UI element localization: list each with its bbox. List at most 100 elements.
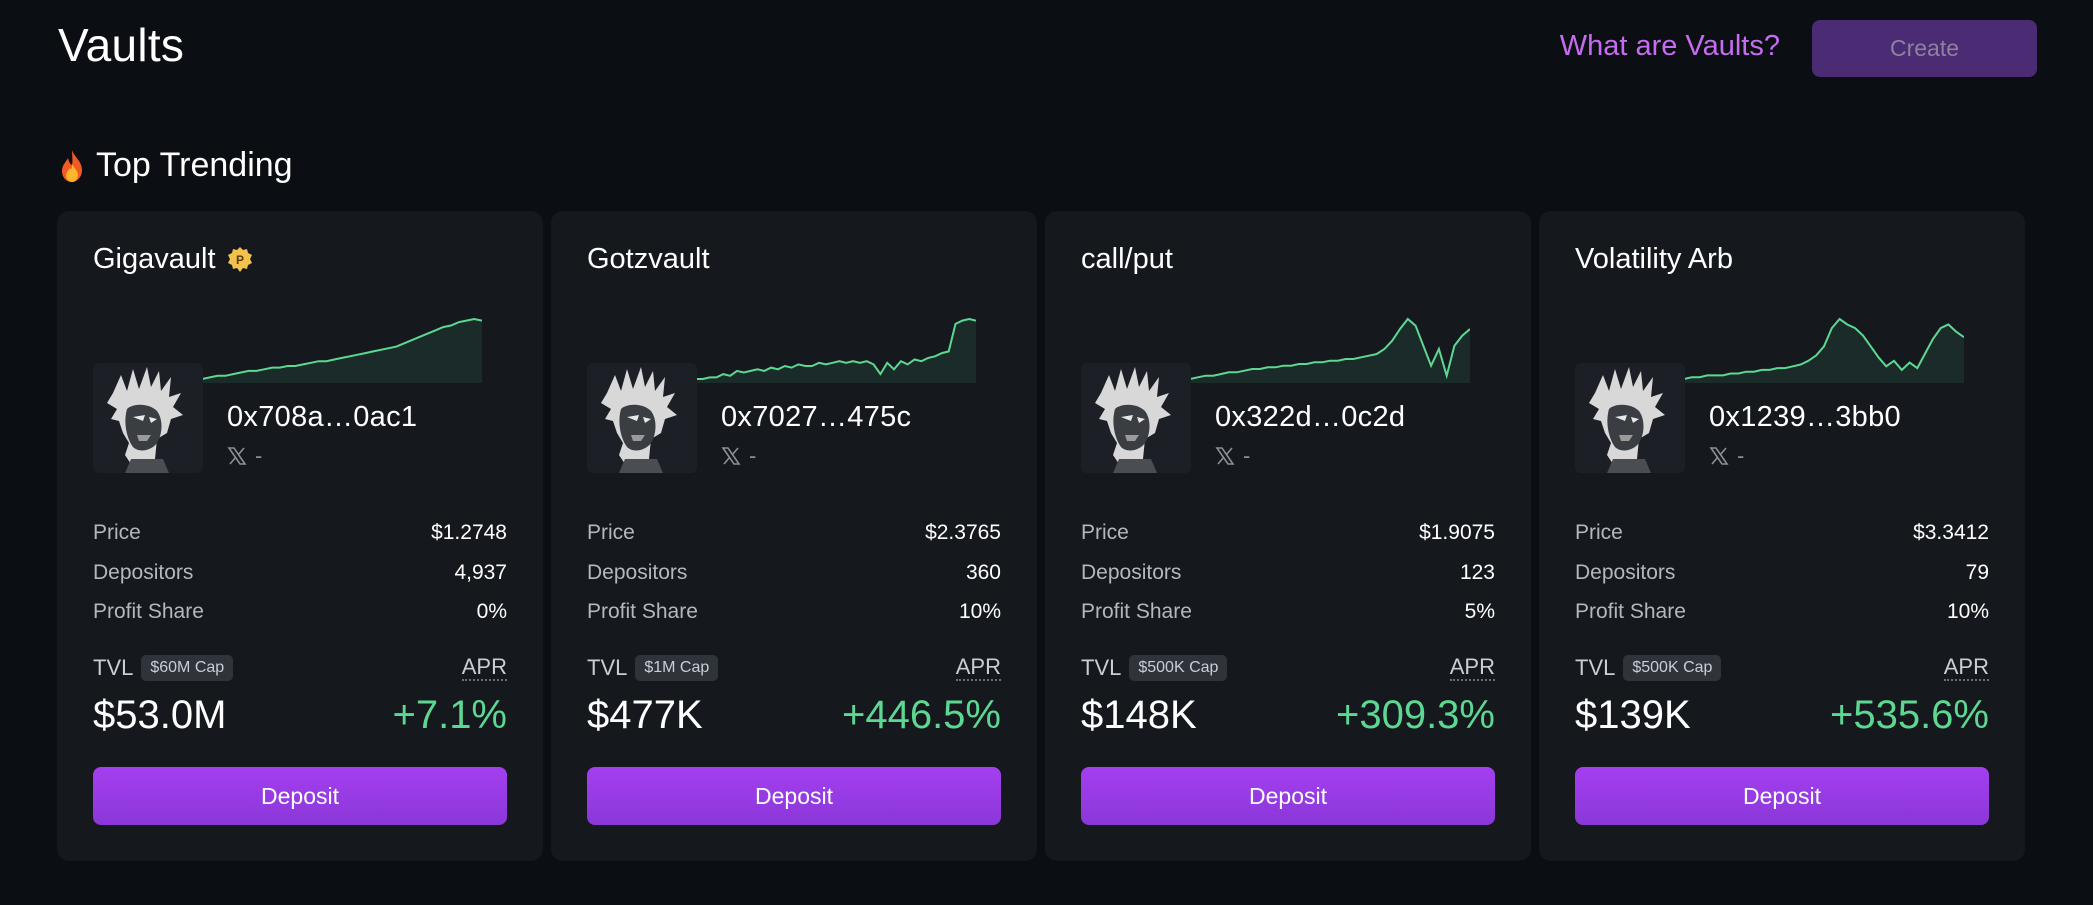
vault-name-label: call/put: [1081, 243, 1173, 275]
apr-value: +7.1%: [392, 693, 507, 737]
tvl-apr-values: $148K +309.3%: [1081, 693, 1495, 738]
price-sparkline: [202, 317, 482, 383]
depositors-value: 360: [965, 561, 1001, 584]
partner-badge-icon: P: [227, 246, 252, 272]
vault-name: Volatility Arb: [1575, 243, 1733, 276]
depositors-label: Depositors: [93, 561, 194, 584]
social-link[interactable]: -: [1709, 443, 1744, 469]
tvl-label-group: TVL $60M Cap: [93, 655, 234, 681]
depositors-value: 123: [1459, 561, 1495, 584]
price-row: Price $1.9075: [1081, 521, 1495, 545]
vault-card[interactable]: Gigavault P 0x708a…0ac1 - Price $1.2748 Deposi…: [57, 211, 543, 861]
price-row: Price $2.3765: [587, 521, 1001, 545]
cap-badge: $60M Cap: [141, 655, 234, 681]
tvl-label-group: TVL $500K Cap: [1081, 655, 1228, 681]
x-icon: [227, 447, 247, 465]
depositors-row: Depositors 4,937: [93, 561, 507, 585]
x-icon: [721, 447, 741, 465]
vault-name-label: Volatility Arb: [1575, 243, 1733, 275]
depositors-row: Depositors 79: [1575, 561, 1989, 585]
price-value: $2.3765: [925, 521, 1001, 544]
depositors-label: Depositors: [1575, 561, 1676, 584]
cap-badge: $1M Cap: [635, 655, 719, 681]
avatar: [1081, 363, 1191, 473]
tvl-header-row: TVL $60M Cap APR: [93, 655, 507, 681]
cap-badge: $500K Cap: [1623, 655, 1722, 681]
vault-card[interactable]: Volatility Arb 0x1239…3bb0 - Price $3.3412 De…: [1539, 211, 2025, 861]
tvl-value: $477K: [587, 693, 703, 737]
profit-share-value: 5%: [1464, 600, 1495, 623]
deposit-button[interactable]: Deposit: [93, 767, 507, 825]
tvl-header-row: TVL $1M Cap APR: [587, 655, 1001, 681]
social-handle: -: [1243, 443, 1251, 468]
tvl-value: $139K: [1575, 693, 1691, 737]
vault-card[interactable]: call/put 0x322d…0c2d - Price $1.9075 Deposito…: [1045, 211, 1531, 861]
tvl-header-row: TVL $500K Cap APR: [1081, 655, 1495, 681]
tvl-apr-values: $53.0M +7.1%: [93, 693, 507, 738]
tvl-apr-values: $139K +535.6%: [1575, 693, 1989, 738]
price-value: $1.2748: [431, 521, 507, 544]
page-title: Vaults: [58, 19, 185, 71]
social-link[interactable]: -: [227, 443, 262, 469]
avatar: [587, 363, 697, 473]
apr-label[interactable]: APR: [461, 654, 507, 681]
apr-label[interactable]: APR: [1943, 654, 1989, 681]
price-label: Price: [1575, 521, 1623, 544]
create-button[interactable]: Create: [1812, 20, 2037, 77]
profit-share-label: Profit Share: [93, 600, 204, 623]
vault-address[interactable]: 0x708a…0ac1: [227, 401, 418, 433]
profit-share-label: Profit Share: [587, 600, 698, 623]
profit-share-row: Profit Share 10%: [1575, 600, 1989, 624]
apr-label[interactable]: APR: [955, 654, 1001, 681]
profit-share-label: Profit Share: [1575, 600, 1686, 623]
price-row: Price $3.3412: [1575, 521, 1989, 545]
price-label: Price: [93, 521, 141, 544]
profit-share-value: 0%: [476, 600, 507, 623]
x-icon: [1709, 447, 1729, 465]
vault-name: Gigavault P: [93, 243, 254, 276]
depositors-row: Depositors 360: [587, 561, 1001, 585]
fire-icon: [62, 149, 82, 182]
vault-address[interactable]: 0x322d…0c2d: [1215, 401, 1406, 433]
price-sparkline: [1190, 317, 1470, 383]
vault-name-label: Gigavault: [93, 243, 216, 275]
x-icon: [1215, 447, 1235, 465]
price-value: $1.9075: [1419, 521, 1495, 544]
vault-address[interactable]: 0x7027…475c: [721, 401, 912, 433]
vault-name: Gotzvault: [587, 243, 710, 276]
deposit-button[interactable]: Deposit: [1575, 767, 1989, 825]
price-label: Price: [587, 521, 635, 544]
avatar: [1575, 363, 1685, 473]
profit-share-row: Profit Share 10%: [587, 600, 1001, 624]
apr-label[interactable]: APR: [1449, 654, 1495, 681]
cap-badge: $500K Cap: [1129, 655, 1228, 681]
tvl-value: $148K: [1081, 693, 1197, 737]
tvl-label: TVL: [1081, 655, 1122, 680]
vault-card[interactable]: Gotzvault 0x7027…475c - Price $2.3765 Deposit…: [551, 211, 1037, 861]
price-row: Price $1.2748: [93, 521, 507, 545]
depositors-row: Depositors 123: [1081, 561, 1495, 585]
social-link[interactable]: -: [721, 443, 756, 469]
price-value: $3.3412: [1913, 521, 1989, 544]
social-handle: -: [749, 443, 757, 468]
social-handle: -: [255, 443, 263, 468]
profit-share-row: Profit Share 5%: [1081, 600, 1495, 624]
avatar: [93, 363, 203, 473]
social-link[interactable]: -: [1215, 443, 1250, 469]
vault-address[interactable]: 0x1239…3bb0: [1709, 401, 1901, 433]
depositors-value: 4,937: [454, 561, 507, 584]
tvl-apr-values: $477K +446.5%: [587, 693, 1001, 738]
deposit-button[interactable]: Deposit: [1081, 767, 1495, 825]
apr-value: +446.5%: [841, 693, 1001, 737]
vault-card-list: Gigavault P 0x708a…0ac1 - Price $1.2748 Deposi…: [57, 211, 2025, 861]
tvl-label: TVL: [93, 655, 134, 680]
tvl-label-group: TVL $1M Cap: [587, 655, 719, 681]
profit-share-value: 10%: [958, 600, 1001, 623]
price-sparkline: [696, 317, 976, 383]
deposit-button[interactable]: Deposit: [587, 767, 1001, 825]
tvl-header-row: TVL $500K Cap APR: [1575, 655, 1989, 681]
what-are-vaults-link[interactable]: What are Vaults?: [1559, 30, 1780, 62]
tvl-label-group: TVL $500K Cap: [1575, 655, 1722, 681]
depositors-value: 79: [1965, 561, 1989, 584]
